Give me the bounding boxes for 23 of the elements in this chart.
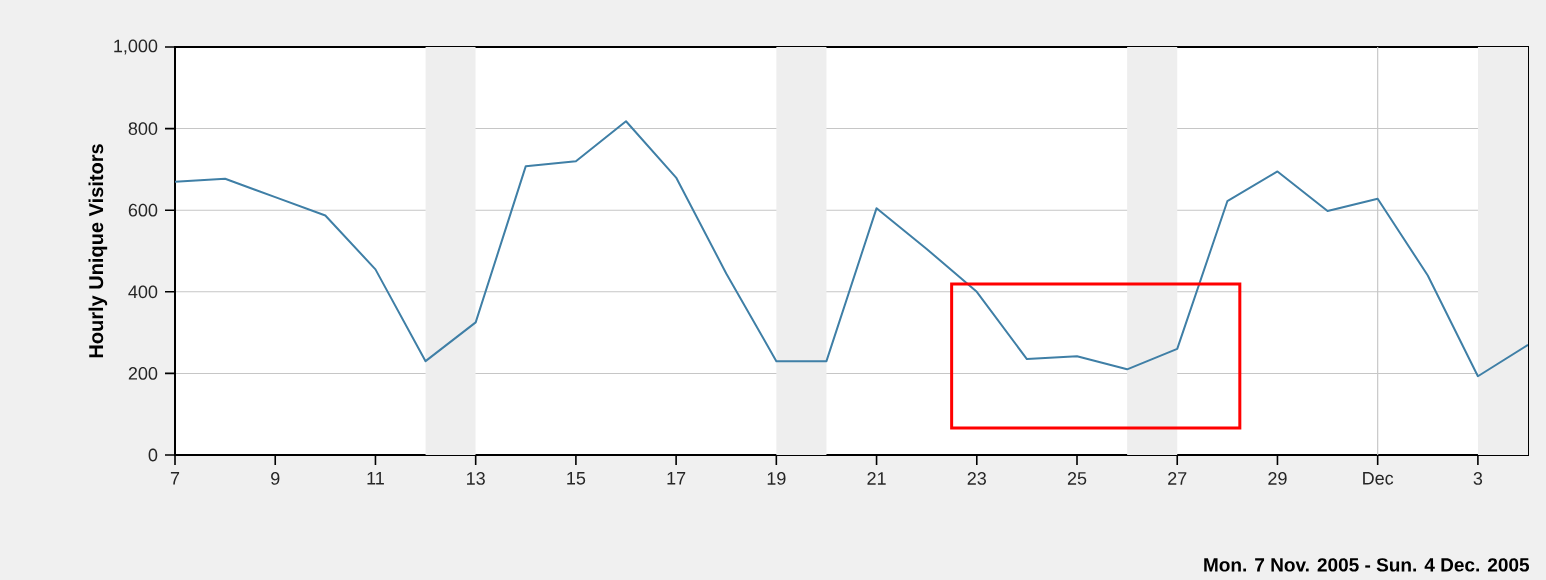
y-tick-label: 0 — [148, 448, 158, 462]
text: Mon. 7 Nov. 2005 - Sun. 4 Dec. 2005 — [1204, 558, 1530, 572]
x-tick-label: 21 — [867, 472, 886, 485]
x-tick-label: 29 — [1268, 472, 1287, 485]
x-tick-label: 11 — [367, 472, 384, 485]
line-series — [175, 120, 1529, 378]
x-tick-label: 19 — [767, 472, 786, 485]
x-tick-label: 9 — [271, 472, 280, 485]
x-tick-label: 7 — [170, 472, 180, 485]
x-tick-label: 23 — [967, 472, 987, 485]
x-tick-label: 17 — [667, 472, 686, 485]
y-tick-label: 400 — [128, 285, 158, 299]
x-tick-label: 13 — [467, 472, 485, 485]
y-axis-title: Hourly Unique Visitors — [88, 144, 108, 358]
y-tick-label: 800 — [128, 122, 158, 135]
x-tick-label: 15 — [567, 472, 586, 485]
x-tick-label: 27 — [1168, 472, 1187, 485]
x-tick-label: 3 — [1473, 472, 1483, 485]
x-tick-label: Dec — [1363, 472, 1394, 485]
y-tick-label: 1,000 — [114, 39, 158, 55]
y-tick-label: 600 — [128, 203, 158, 217]
x-tick-label: 25 — [1067, 472, 1087, 485]
y-tick-label: 200 — [128, 367, 158, 380]
